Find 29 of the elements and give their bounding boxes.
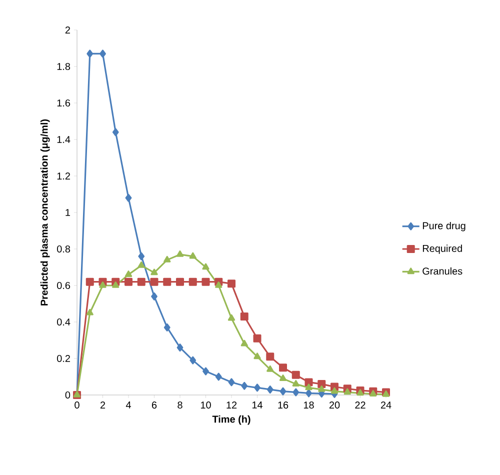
legend-label: Pure drug <box>422 222 466 232</box>
x-axis-title: Time (h) <box>212 415 250 425</box>
y-tick-label: 0.6 <box>57 282 70 290</box>
x-tick-label: 2 <box>100 402 106 408</box>
x-tick-label: 10 <box>200 402 211 409</box>
x-tick-label: 6 <box>152 402 157 409</box>
y-tick-label: 1 <box>66 209 70 216</box>
x-tick-label: 24 <box>380 402 392 408</box>
y-axis-title: Predicted plasma concentration (μg/ml) <box>40 119 50 306</box>
x-tick-label: 0 <box>74 402 80 409</box>
x-tick-label: 8 <box>178 402 182 409</box>
x-tick-label: 14 <box>252 402 262 408</box>
y-tick-label: 1.8 <box>57 62 70 70</box>
x-tick-label: 22 <box>355 402 366 408</box>
y-tick-label: 2 <box>65 26 70 34</box>
x-tick-label: 20 <box>329 402 340 409</box>
y-tick-label: 1.4 <box>57 136 70 143</box>
y-tick-label: 0 <box>65 391 70 399</box>
legend-label: Granules <box>422 267 462 275</box>
y-tick-label: 0.2 <box>57 354 70 362</box>
y-tick-label: 1.2 <box>57 172 70 180</box>
x-tick-label: 16 <box>278 402 288 409</box>
legend-label: Required <box>422 244 462 254</box>
x-tick-label: 4 <box>126 402 131 408</box>
x-tick-label: 18 <box>304 402 314 409</box>
y-tick-label: 0.8 <box>57 245 70 253</box>
y-tick-label: 1.6 <box>57 99 70 107</box>
x-tick-label: 12 <box>226 402 237 408</box>
y-tick-label: 0.4 <box>57 318 70 326</box>
